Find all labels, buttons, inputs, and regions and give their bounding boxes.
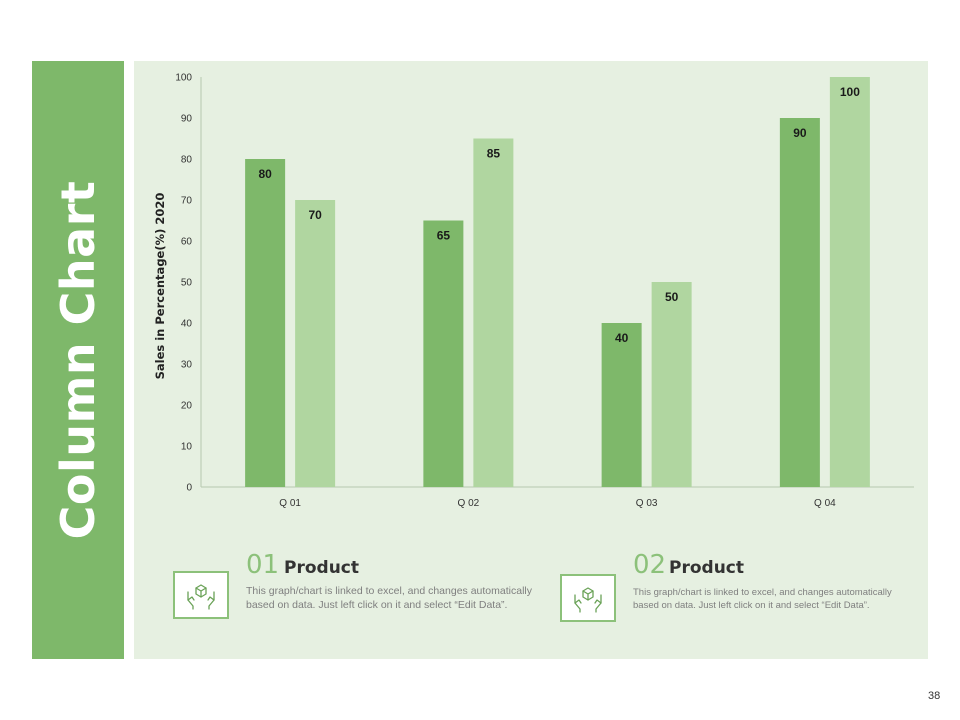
column-chart: Sales in Percentage(%) 2020 0 10 20 30 40 50 6… [153,73,914,509]
data-label: 80 [258,167,272,181]
y-tick-label: 60 [181,237,193,248]
page-number: 38 [928,690,941,702]
data-label: 85 [487,147,501,161]
y-tick-label: 90 [181,114,193,125]
y-tick-label: 80 [181,155,193,166]
bar-series-2 [829,77,870,487]
product-1-description: This graph/chart is linked to excel, and… [246,585,532,611]
product-1-number: 01 [246,550,280,580]
data-label: 70 [308,208,322,222]
data-label: 65 [437,229,451,243]
data-label: 90 [793,126,807,140]
product-2-title: Product [669,558,744,578]
product-2-icon-box [560,574,616,622]
data-label: 100 [840,85,860,99]
product-2-description: This graph/chart is linked to excel, and… [633,587,892,611]
title-sidebar [32,61,124,659]
slide-title: Column Chart [51,180,105,540]
x-tick-label: Q 01 [279,498,301,509]
y-tick-label: 100 [175,73,192,84]
bar-series-2 [295,200,336,487]
product-1-title: Product [284,558,359,578]
y-tick-label: 0 [186,483,192,494]
data-label: 50 [665,290,679,304]
bar-series-2 [473,138,514,487]
y-tick-label: 20 [181,401,193,412]
x-tick-label: Q 03 [636,498,658,509]
x-tick-label: Q 02 [458,498,480,509]
data-label: 40 [615,331,629,345]
y-tick-label: 50 [181,278,193,289]
y-tick-label: 70 [181,196,193,207]
bar-series-1 [423,220,464,487]
y-tick-label: 30 [181,360,193,371]
bar-series-2 [651,282,692,487]
product-1-icon-box [173,571,229,619]
hands-box-icon [574,587,602,613]
y-tick-label: 10 [181,442,193,453]
hands-box-icon [187,584,215,610]
bar-series-1 [245,159,286,487]
bar-series-1 [779,118,820,487]
y-tick-label: 40 [181,319,193,330]
product-2-number: 02 [633,550,667,580]
x-tick-label: Q 04 [814,498,836,509]
y-axis-label: Sales in Percentage(%) 2020 [153,193,167,380]
bar-series-1 [601,323,642,487]
